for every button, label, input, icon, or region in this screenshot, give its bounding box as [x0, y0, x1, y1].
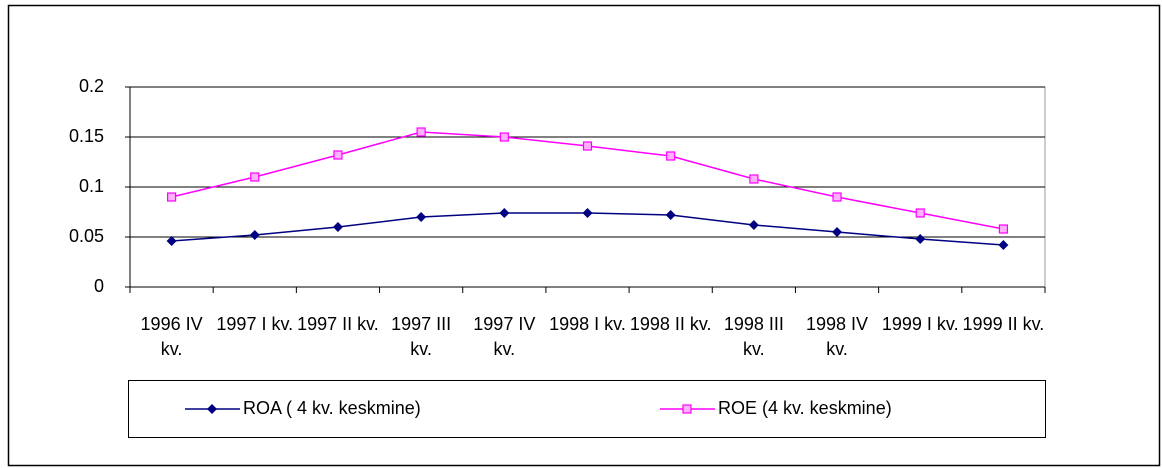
- y-tick-label: 0.15: [69, 126, 104, 146]
- data-point: [998, 240, 1009, 250]
- data-point: [666, 151, 676, 161]
- y-tick-label: 0: [94, 276, 104, 296]
- x-tick-label: 1998 I kv.: [549, 314, 626, 334]
- data-point: [166, 192, 177, 202]
- x-tick-label: 1996 IV kv.: [140, 314, 203, 359]
- data-point: [499, 208, 510, 218]
- data-point: [748, 220, 759, 230]
- data-point: [332, 222, 343, 232]
- data-point: [416, 212, 427, 222]
- data-point: [998, 224, 1009, 234]
- data-point: [582, 141, 593, 151]
- legend-box: [128, 380, 1046, 438]
- y-tick-label: 0.2: [79, 76, 104, 96]
- data-point: [249, 230, 260, 240]
- x-tick-label: 1999 I kv.: [881, 314, 959, 334]
- data-point: [832, 227, 843, 237]
- data-point: [749, 174, 759, 184]
- data-point: [915, 208, 925, 218]
- data-point: [582, 208, 593, 218]
- x-tick-label: 1998 II kv.: [629, 314, 712, 334]
- data-point: [166, 236, 177, 246]
- x-tick-label: 1999 II kv.: [962, 314, 1045, 334]
- x-tick-label: 1998 IV kv.: [806, 314, 869, 359]
- data-point: [832, 192, 842, 202]
- data-point: [499, 132, 509, 142]
- data-point: [915, 234, 926, 244]
- legend-label: ROE (4 kv. keskmine): [718, 398, 892, 418]
- data-point: [665, 210, 676, 220]
- data-point: [250, 172, 260, 182]
- y-tick-label: 0.1: [79, 176, 104, 196]
- data-point: [416, 127, 426, 137]
- legend-label: ROA ( 4 kv. keskmine): [243, 398, 421, 418]
- data-point: [333, 150, 343, 160]
- x-tick-label: 1997 IV kv.: [473, 314, 536, 359]
- x-tick-label: 1997 II kv.: [297, 314, 379, 334]
- legend-marker: [682, 404, 692, 414]
- y-tick-label: 0.05: [69, 226, 104, 246]
- x-tick-label: 1997 III kv.: [391, 314, 452, 359]
- legend-marker: [207, 404, 217, 414]
- x-tick-label: 1998 III kv.: [723, 314, 784, 359]
- x-tick-label: 1997 I kv.: [216, 314, 294, 334]
